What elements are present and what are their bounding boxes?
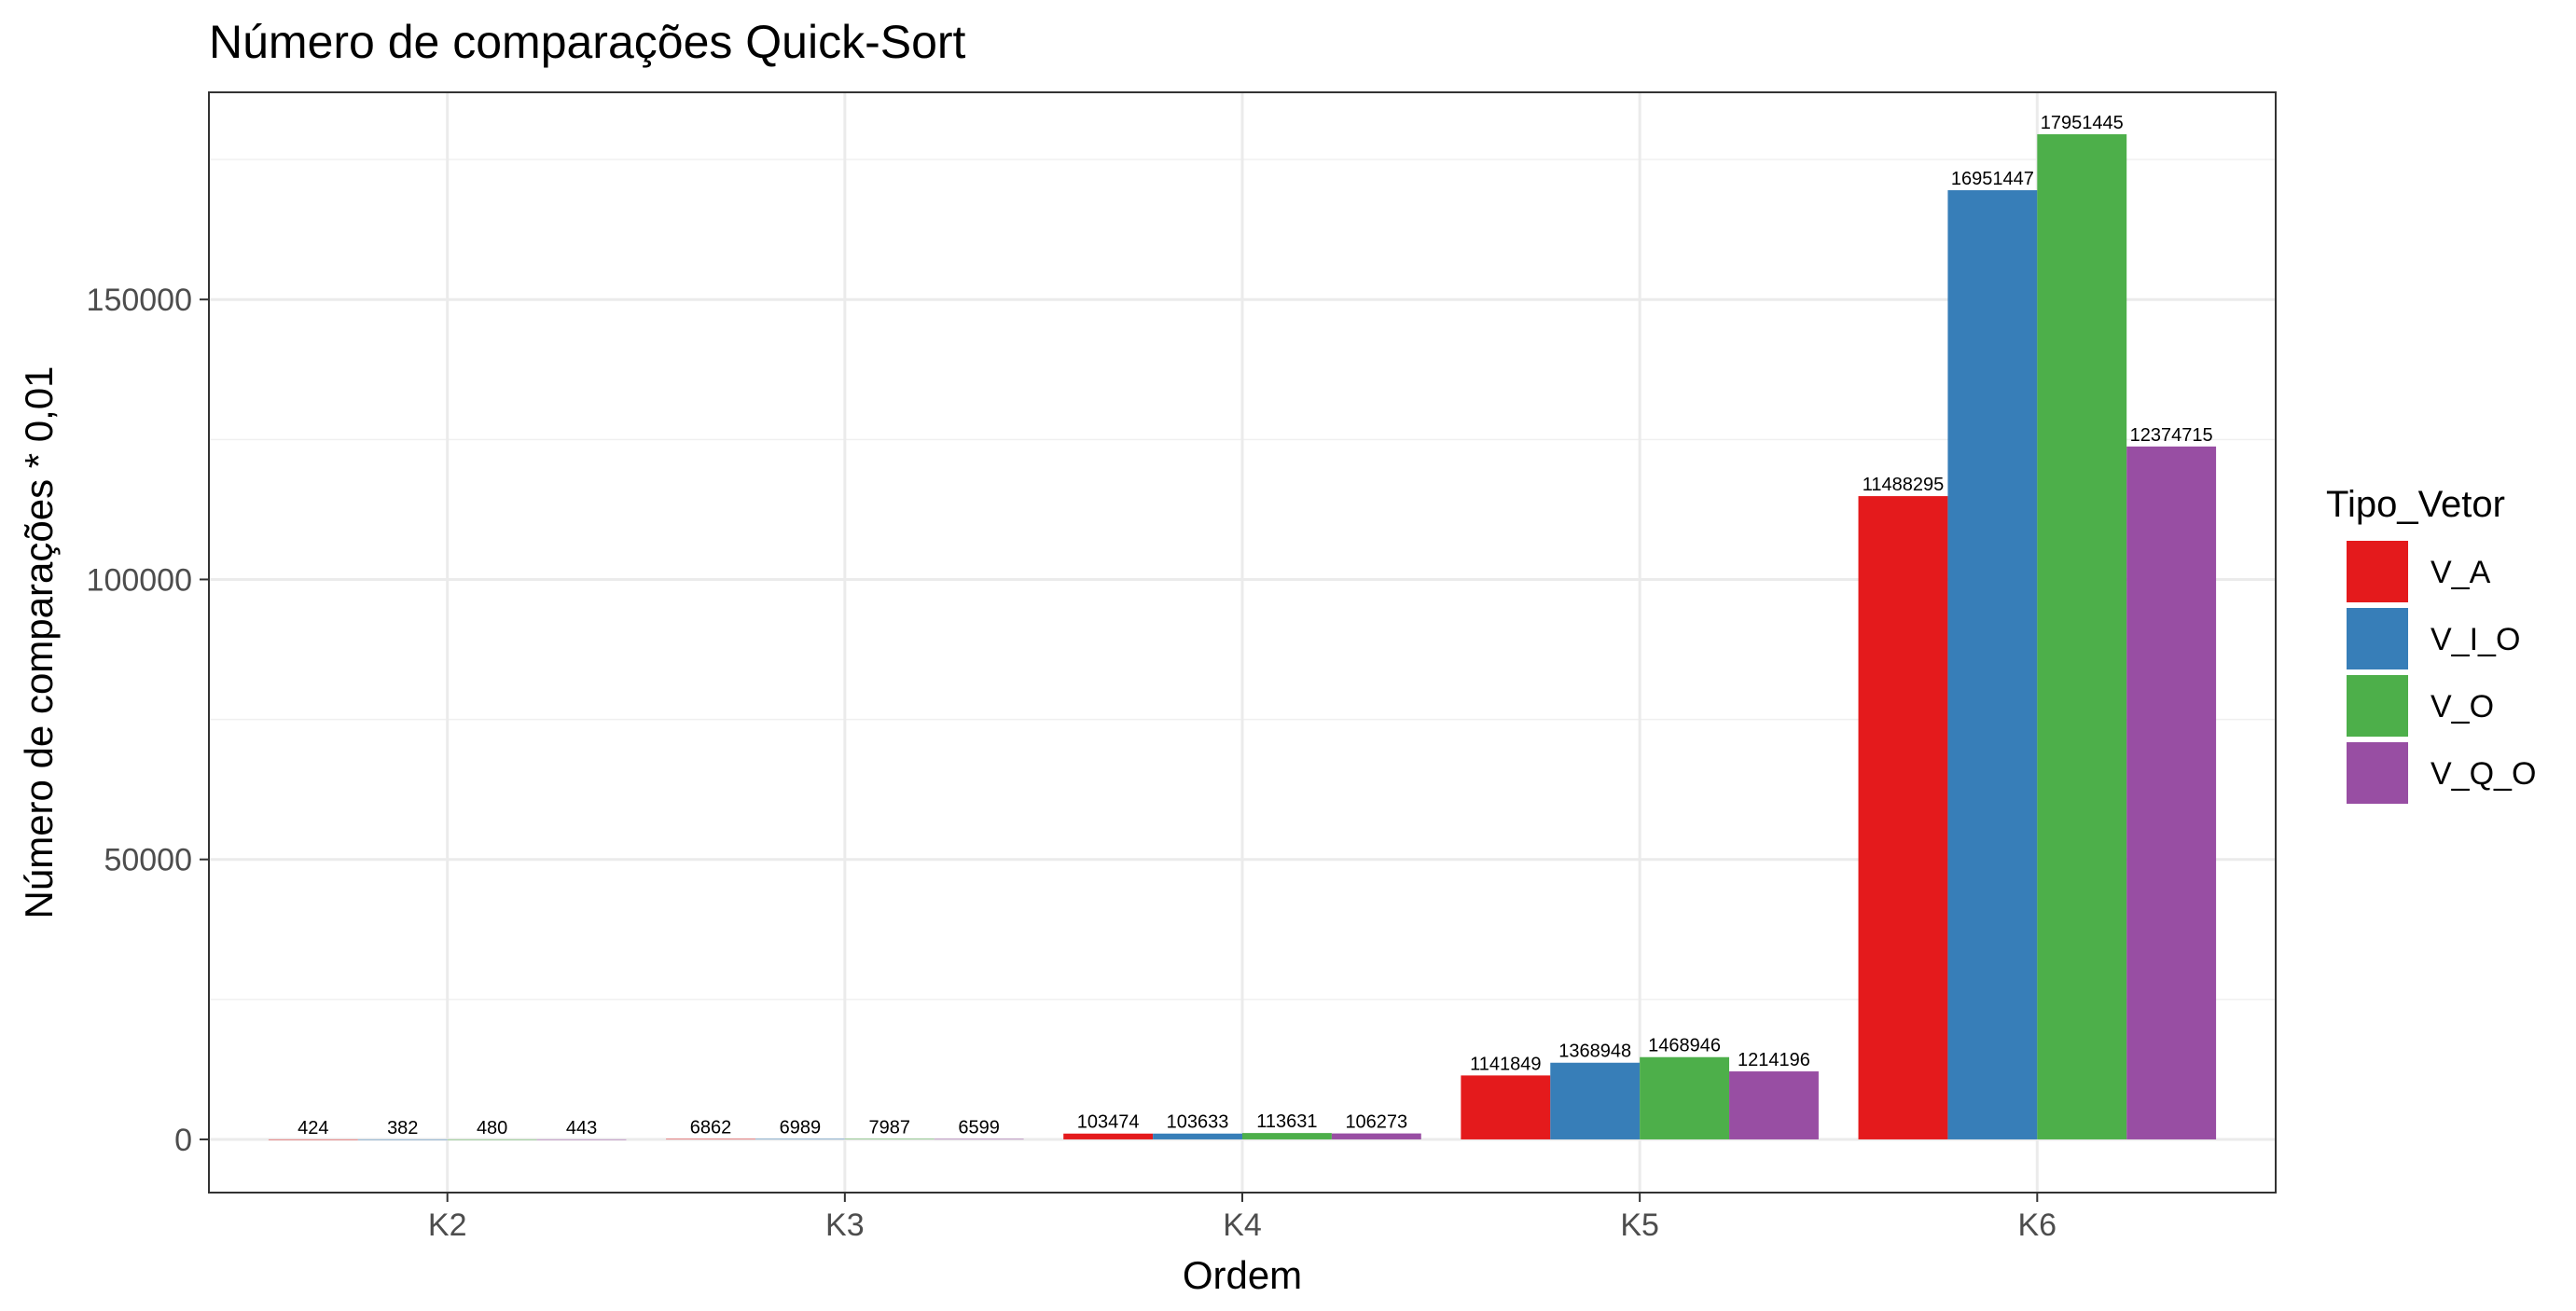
data-label: 1141849 (1470, 1054, 1541, 1074)
bars (268, 133, 2217, 1140)
bar-V_Q_O-K5 (1729, 1071, 1819, 1139)
bar-V_I_O-K3 (755, 1138, 845, 1140)
legend-label-V_O: V_O (2431, 689, 2494, 724)
y-tick-label: 150000 (87, 283, 192, 318)
data-label: 106273 (1345, 1112, 1407, 1133)
bar-V_A-K6 (1858, 496, 1948, 1139)
bar-V_I_O-K2 (357, 1138, 448, 1140)
bar-V_O-K2 (447, 1138, 537, 1140)
data-label: 1368948 (1558, 1042, 1631, 1062)
legend-label-V_A: V_A (2431, 555, 2491, 590)
data-label: 6862 (690, 1118, 732, 1138)
bar-V_Q_O-K6 (2126, 446, 2217, 1139)
data-label: 443 (566, 1118, 597, 1138)
bar-V_I_O-K4 (1153, 1133, 1242, 1139)
data-label: 103474 (1077, 1112, 1140, 1133)
x-tick-label: K5 (1620, 1208, 1659, 1243)
bar-V_I_O-K5 (1550, 1062, 1641, 1139)
legend-key-V_I_O (2347, 608, 2408, 669)
bar-V_A-K4 (1063, 1133, 1154, 1139)
bar-V_Q_O-K4 (1331, 1133, 1421, 1139)
bar-V_A-K2 (268, 1138, 358, 1140)
bar-V_O-K5 (1640, 1056, 1730, 1139)
y-tick-label: 0 (174, 1123, 192, 1158)
data-label: 11488295 (1863, 475, 1945, 495)
bar-V_O-K6 (2037, 133, 2127, 1139)
data-label: 6989 (780, 1118, 822, 1138)
bar-V_A-K5 (1461, 1075, 1551, 1139)
bar-V_A-K3 (666, 1138, 755, 1140)
data-label: 480 (477, 1118, 507, 1138)
data-label: 1214196 (1738, 1050, 1810, 1070)
data-label: 113631 (1256, 1111, 1317, 1132)
data-label: 17951445 (2041, 113, 2124, 133)
data-label: 16951447 (1951, 169, 2034, 189)
bar-V_Q_O-K2 (536, 1138, 627, 1140)
legend-key-V_Q_O (2347, 742, 2408, 804)
data-label: 7987 (869, 1117, 911, 1138)
y-tick-label: 50000 (104, 843, 192, 878)
y-axis: 0 50000 100000 150000 (87, 283, 209, 1158)
y-tick-label: 100000 (87, 562, 192, 598)
legend-key-V_O (2347, 675, 2408, 737)
legend-label-V_I_O: V_I_O (2431, 622, 2520, 657)
bar-V_I_O-K6 (1947, 190, 2038, 1139)
data-label: 6599 (958, 1118, 1000, 1138)
x-tick-label: K6 (2018, 1208, 2057, 1243)
x-tick-label: K2 (428, 1208, 467, 1243)
x-tick-label: K3 (825, 1208, 865, 1243)
data-label: 103633 (1167, 1112, 1229, 1133)
legend-key-V_A (2347, 541, 2408, 602)
bar-V_O-K3 (844, 1138, 935, 1139)
x-axis-title: Ordem (1183, 1253, 1302, 1297)
chart-title: Número de comparações Quick-Sort (209, 16, 966, 68)
bar-V_Q_O-K3 (934, 1138, 1024, 1140)
legend-title: Tipo_Vetor (2326, 484, 2505, 525)
data-label: 382 (387, 1118, 418, 1138)
legend: Tipo_Vetor V_A V_I_O V_O V_Q_O (2326, 484, 2536, 804)
data-label: 12374715 (2130, 425, 2213, 446)
data-label: 1468946 (1648, 1036, 1721, 1056)
legend-label-V_Q_O: V_Q_O (2431, 756, 2536, 792)
y-axis-title: Número de comparações * 0,01 (17, 366, 61, 919)
data-labels: 424 6862 103474 1141849 11488295 382 6989 10363… (298, 113, 2212, 1138)
x-axis: K2 K3 K4 K5 K6 (428, 1193, 2057, 1243)
data-label: 424 (298, 1118, 328, 1138)
x-tick-label: K4 (1223, 1208, 1262, 1243)
bar-V_O-K4 (1242, 1133, 1332, 1139)
